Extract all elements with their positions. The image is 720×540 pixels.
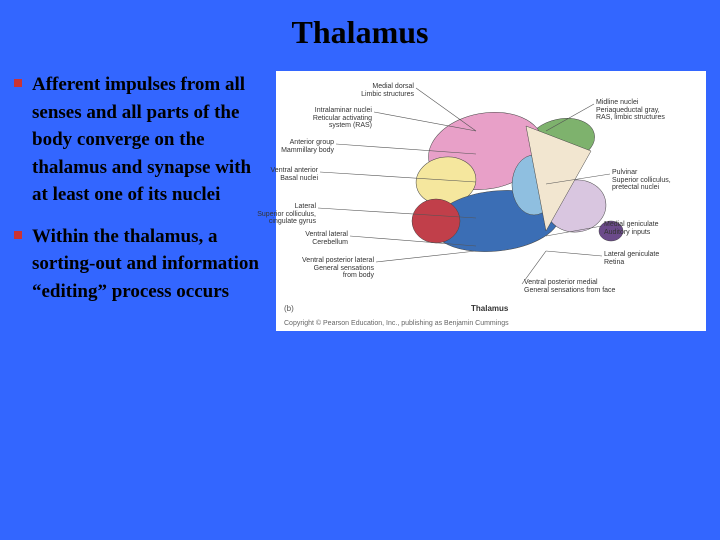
anatomy-label-title: Lateral — [257, 203, 316, 211]
anatomy-label-sub: RAS, limbic structures — [596, 114, 665, 122]
anatomy-label: LateralSuperior colliculus,cingulate gyr… — [257, 203, 316, 226]
anatomy-label-title: Ventral anterior — [271, 167, 318, 175]
bullet-marker-icon — [14, 79, 22, 87]
thalamus-diagram: Medial dorsalLimbic structures Intralamin… — [276, 71, 706, 331]
bullet-text: Afferent impulses from all senses and al… — [32, 71, 268, 209]
anatomy-label-sub: General sensations from face — [524, 287, 615, 295]
anatomy-label: Anterior groupMammillary body — [281, 139, 334, 154]
anatomy-label-title: Lateral geniculate — [604, 251, 659, 259]
leader-line — [376, 251, 476, 262]
anatomy-label: Lateral geniculateRetina — [604, 251, 659, 266]
anatomy-label-title: Ventral posterior medial — [524, 279, 615, 287]
anatomy-label-title: Ventral lateral — [305, 231, 348, 239]
figure-label: (b) — [284, 304, 294, 313]
anatomy-label-title: Midline nuclei — [596, 99, 665, 107]
anatomy-label-title: Medial geniculate — [604, 221, 658, 229]
anatomy-label-title: Pulvinar — [612, 169, 671, 177]
bullet-item: Afferent impulses from all senses and al… — [14, 71, 268, 209]
copyright-text: Copyright © Pearson Education, Inc., pub… — [284, 320, 509, 327]
leader-line — [416, 88, 476, 131]
slide-title: Thalamus — [0, 0, 720, 61]
anatomy-label-title: Intralaminar nuclei — [313, 107, 372, 115]
anatomy-label-sub: Auditory inputs — [604, 229, 658, 237]
anatomy-label-sub: pretectal nuclei — [612, 184, 671, 192]
bullet-item: Within the thalamus, a sorting-out and i… — [14, 223, 268, 306]
anatomy-label-sub: Superior colliculus, — [612, 177, 671, 185]
bullet-list: Afferent impulses from all senses and al… — [14, 71, 276, 331]
anatomy-label-title: Medial dorsal — [361, 83, 414, 91]
thalamus-region — [412, 199, 460, 243]
anatomy-label-sub: cingulate gyrus — [257, 218, 316, 226]
anatomy-label-sub: Superior colliculus, — [257, 211, 316, 219]
anatomy-label-sub: General sensations — [302, 265, 374, 273]
anatomy-label: Midline nucleiPeriaqueductal gray,RAS, l… — [596, 99, 665, 122]
anatomy-label: Ventral anteriorBasal nuclei — [271, 167, 318, 182]
anatomy-label-title: Anterior group — [281, 139, 334, 147]
anatomy-label-sub: Basal nuclei — [271, 175, 318, 183]
anatomy-label: Medial dorsalLimbic structures — [361, 83, 414, 98]
anatomy-label-title: Ventral posterior lateral — [302, 257, 374, 265]
anatomy-label-sub: Reticular activating — [313, 115, 372, 123]
anatomy-label: Ventral posterior lateralGeneral sensati… — [302, 257, 374, 280]
anatomy-label: Ventral lateralCerebellum — [305, 231, 348, 246]
diagram-caption: Thalamus — [471, 304, 508, 313]
anatomy-label-sub: from body — [302, 272, 374, 280]
anatomy-label: Ventral posterior medialGeneral sensatio… — [524, 279, 615, 294]
bullet-text: Within the thalamus, a sorting-out and i… — [32, 223, 268, 306]
anatomy-label: Medial geniculateAuditory inputs — [604, 221, 658, 236]
bullet-marker-icon — [14, 231, 22, 239]
anatomy-label-sub: system (RAS) — [313, 122, 372, 130]
anatomy-label: PulvinarSuperior colliculus,pretectal nu… — [612, 169, 671, 192]
anatomy-label-sub: Periaqueductal gray, — [596, 107, 665, 115]
anatomy-label: Intralaminar nucleiReticular activatings… — [313, 107, 372, 130]
anatomy-label-sub: Limbic structures — [361, 91, 414, 99]
anatomy-label-sub: Cerebellum — [305, 239, 348, 247]
anatomy-label-sub: Mammillary body — [281, 147, 334, 155]
leader-line — [546, 251, 602, 256]
anatomy-label-sub: Retina — [604, 259, 659, 267]
content-area: Afferent impulses from all senses and al… — [0, 61, 720, 331]
